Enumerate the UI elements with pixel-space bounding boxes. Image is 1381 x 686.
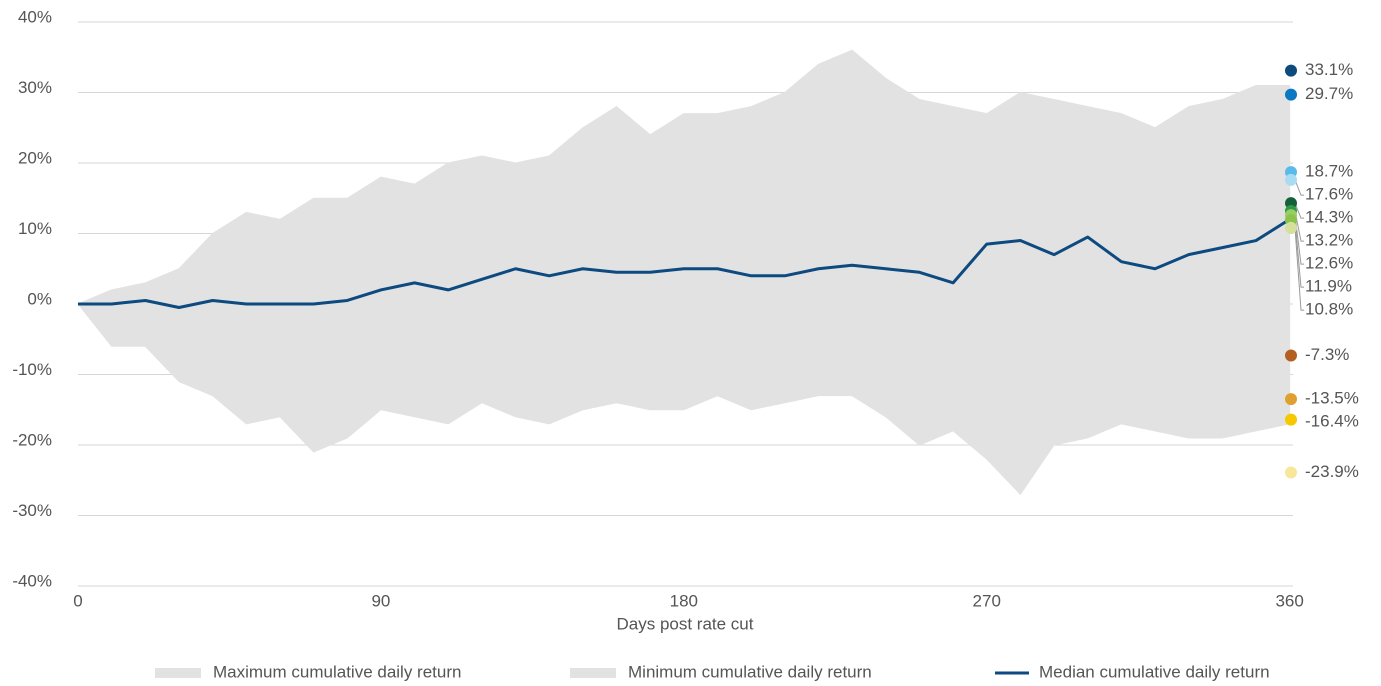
x-tick-label: 270: [973, 591, 1001, 610]
end-label: 18.7%: [1305, 162, 1353, 181]
end-label: 10.8%: [1305, 300, 1353, 319]
x-axis-label: Days post rate cut: [616, 614, 753, 633]
end-point: [1285, 349, 1297, 362]
y-tick-label: 0%: [27, 289, 52, 308]
end-point: [1285, 173, 1297, 186]
x-tick-label: 90: [371, 591, 390, 610]
y-tick-label: -40%: [12, 571, 52, 590]
legend-swatch: [155, 668, 201, 678]
x-tick-label: 180: [670, 591, 698, 610]
area: [76, 303, 1291, 496]
end-label: -13.5%: [1305, 389, 1359, 408]
leader: [1294, 215, 1304, 265]
end-label: 13.2%: [1305, 231, 1353, 250]
y-tick-label: 20%: [18, 148, 52, 167]
leader: [1294, 210, 1304, 242]
area: [77, 49, 1291, 305]
end-point: [1285, 466, 1297, 479]
leader: [1294, 202, 1304, 219]
leader: [1294, 220, 1304, 288]
y-tick-label: -30%: [12, 501, 52, 520]
end-point: [1285, 221, 1297, 234]
end-label: -7.3%: [1305, 345, 1349, 364]
end-label: 33.1%: [1305, 60, 1353, 79]
end-label: 14.3%: [1305, 208, 1353, 227]
x-tick-label: 0: [73, 591, 82, 610]
y-tick-label: 30%: [18, 78, 52, 97]
legend-label: Maximum cumulative daily return: [213, 662, 461, 681]
legend-label: Minimum cumulative daily return: [628, 662, 872, 681]
y-tick-label: 40%: [18, 7, 52, 26]
legend-label: Median cumulative daily return: [1039, 662, 1270, 681]
legend-swatch: [570, 668, 616, 678]
end-label: -23.9%: [1305, 462, 1359, 481]
end-label: 17.6%: [1305, 185, 1353, 204]
end-label: -16.4%: [1305, 412, 1359, 431]
leader: [1294, 179, 1304, 196]
y-tick-label: -10%: [12, 360, 52, 379]
end-point: [1285, 393, 1297, 406]
end-label: 12.6%: [1305, 254, 1353, 273]
leader: [1294, 227, 1304, 311]
line: [78, 218, 1291, 310]
y-tick-label: -20%: [12, 430, 52, 449]
end-point: [1285, 413, 1297, 426]
x-tick-label: 360: [1275, 591, 1303, 610]
end-label: 29.7%: [1305, 84, 1353, 103]
end-point: [1285, 64, 1297, 77]
y-tick-label: 10%: [18, 219, 52, 238]
end-label: 11.9%: [1305, 277, 1352, 296]
end-point: [1285, 88, 1297, 101]
